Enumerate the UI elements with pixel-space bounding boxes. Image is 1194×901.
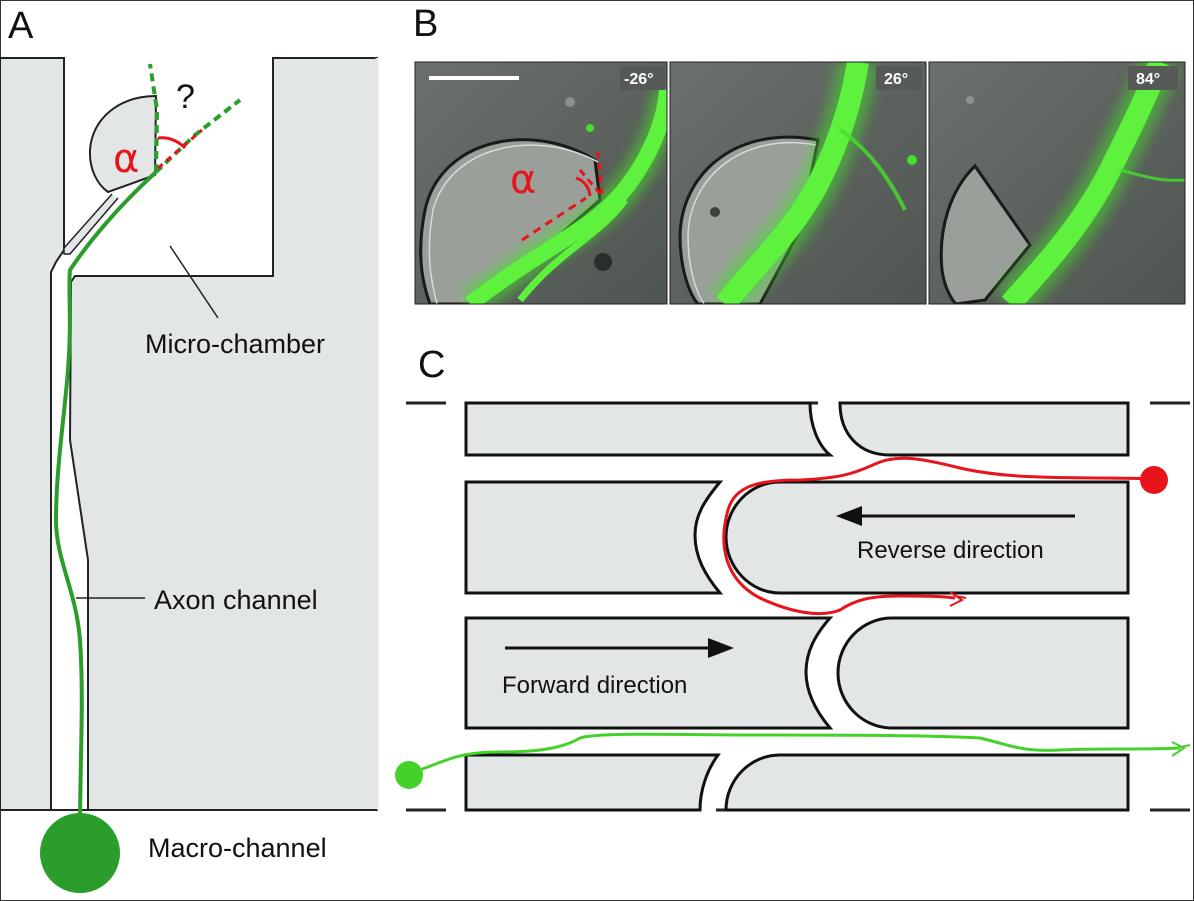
label-micro-chamber: Micro-chamber [145, 329, 325, 359]
panel-b: B α -26° [413, 3, 1186, 305]
micro-chamber-leader [169, 245, 219, 319]
green-soma [395, 761, 423, 789]
micrograph-3: 84° [929, 62, 1185, 304]
red-angle-arc [157, 136, 187, 150]
red-axon [722, 456, 1154, 616]
block-row2-left [464, 480, 724, 595]
red-dashed-line [157, 128, 203, 170]
soma [40, 813, 120, 893]
micrograph-2: 26° [670, 62, 926, 304]
panel-c-letter: C [418, 344, 445, 386]
alpha-symbol-a: α [113, 136, 139, 182]
chamber-semicircle-1 [419, 138, 602, 304]
angle-label-3: 84° [1136, 71, 1160, 88]
reverse-arrow [836, 506, 1075, 526]
block-row2-right [724, 480, 1130, 595]
panel-a: A α ? Micro-chamber Axon channel Macro-c… [0, 5, 379, 893]
label-axon-channel: Axon channel [154, 585, 318, 615]
block-row4-left [464, 753, 721, 812]
label-reverse-direction: Reverse direction [857, 537, 1044, 564]
label-macro-channel: Macro-channel [148, 833, 327, 863]
alpha-symbol-b: α [510, 157, 536, 203]
green-dashed-branch-up [148, 63, 160, 173]
red-soma [1140, 466, 1168, 494]
panel-c: C Reverse direction [395, 344, 1191, 812]
label-forward-direction: Forward direction [502, 672, 687, 699]
green-axon [409, 732, 1181, 775]
chamber-wedge-3 [939, 163, 1032, 304]
panel-b-letter: B [413, 3, 438, 45]
panel-a-letter: A [8, 5, 34, 47]
block-row3-right [836, 616, 1130, 730]
block-row4-right [724, 753, 1130, 812]
question-mark: ? [176, 78, 195, 116]
block-row3-left [464, 616, 834, 730]
block-row1-right [838, 401, 1130, 457]
block-row1-left [464, 401, 835, 457]
green-dashed-branch-right [154, 98, 242, 174]
chamber-semicircle-2 [678, 135, 820, 304]
axon-trace [53, 170, 158, 831]
angle-label-2: 26° [884, 71, 908, 88]
micrograph-1: α -26° [415, 62, 667, 304]
forward-arrow [505, 638, 734, 658]
angle-label-1: -26° [624, 71, 654, 88]
